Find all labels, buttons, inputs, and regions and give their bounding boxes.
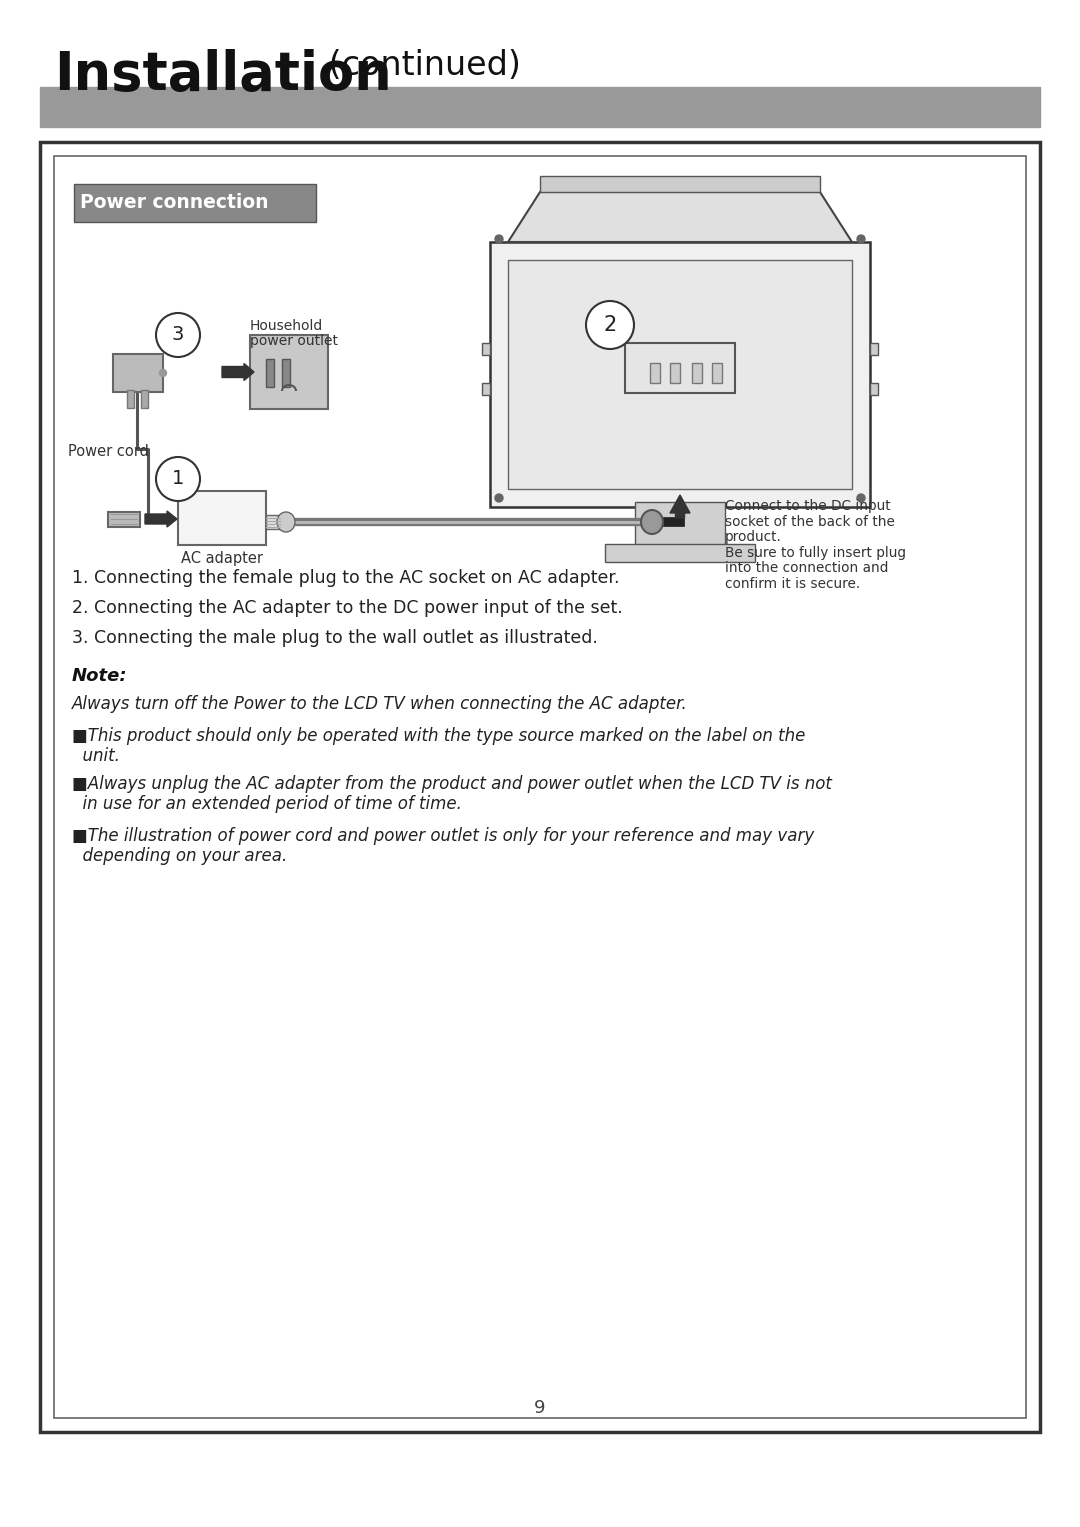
Text: Be sure to fully insert plug: Be sure to fully insert plug: [725, 545, 906, 559]
Bar: [249, 334, 328, 409]
Bar: [40, 142, 1040, 1432]
Bar: [282, 359, 291, 386]
Text: ■This product should only be operated with the type source marked on the label o: ■This product should only be operated wi…: [72, 727, 806, 745]
Text: 1. Connecting the female plug to the AC socket on AC adapter.: 1. Connecting the female plug to the AC …: [72, 570, 620, 586]
Bar: [113, 354, 163, 392]
Bar: [692, 363, 702, 383]
Bar: [266, 515, 280, 528]
Ellipse shape: [642, 510, 663, 534]
Circle shape: [156, 313, 200, 357]
FancyArrow shape: [670, 495, 690, 518]
Text: Note:: Note:: [72, 667, 127, 686]
Bar: [54, 156, 1026, 1419]
Text: power outlet: power outlet: [249, 334, 338, 348]
Bar: [482, 383, 490, 395]
Bar: [870, 344, 878, 354]
Circle shape: [495, 495, 503, 502]
Text: in use for an extended period of time of time.: in use for an extended period of time of…: [72, 796, 462, 812]
Bar: [482, 344, 490, 354]
Bar: [266, 359, 274, 386]
Circle shape: [495, 235, 503, 243]
Text: ■Always unplug the AC adapter from the product and power outlet when the LCD TV : ■Always unplug the AC adapter from the p…: [72, 776, 832, 793]
Bar: [540, 176, 820, 192]
Bar: [141, 389, 148, 408]
Text: Household: Household: [249, 319, 323, 333]
Polygon shape: [508, 192, 852, 241]
Text: unit.: unit.: [72, 747, 120, 765]
Circle shape: [586, 301, 634, 350]
Text: Power connection: Power connection: [80, 194, 269, 212]
Bar: [670, 363, 680, 383]
Text: 2: 2: [604, 315, 617, 334]
FancyArrow shape: [145, 512, 177, 527]
Text: Installation: Installation: [54, 49, 392, 101]
Text: Connect to the DC input: Connect to the DC input: [725, 499, 891, 513]
Circle shape: [858, 495, 865, 502]
Text: 3: 3: [172, 325, 185, 345]
Text: Always turn off the Power to the LCD TV when connecting the AC adapter.: Always turn off the Power to the LCD TV …: [72, 695, 688, 713]
Circle shape: [160, 370, 166, 377]
Bar: [650, 363, 660, 383]
Text: product.: product.: [725, 530, 782, 544]
Circle shape: [858, 235, 865, 243]
Bar: [635, 502, 725, 547]
Bar: [870, 383, 878, 395]
Bar: [108, 512, 140, 527]
Text: 9: 9: [535, 1399, 545, 1417]
Text: (continued): (continued): [318, 49, 521, 82]
Text: ■The illustration of power cord and power outlet is only for your reference and : ■The illustration of power cord and powe…: [72, 828, 814, 844]
Bar: [605, 544, 755, 562]
Text: Power cord: Power cord: [68, 444, 149, 460]
Bar: [490, 241, 870, 507]
Text: 2. Connecting the AC adapter to the DC power input of the set.: 2. Connecting the AC adapter to the DC p…: [72, 599, 623, 617]
Text: 3. Connecting the male plug to the wall outlet as illustrated.: 3. Connecting the male plug to the wall …: [72, 629, 598, 647]
Circle shape: [156, 457, 200, 501]
Text: 1: 1: [172, 469, 185, 489]
Text: depending on your area.: depending on your area.: [72, 847, 287, 864]
Bar: [712, 363, 723, 383]
Bar: [625, 344, 735, 392]
Bar: [508, 260, 852, 489]
Text: into the connection and: into the connection and: [725, 560, 889, 576]
Text: confirm it is secure.: confirm it is secure.: [725, 577, 861, 591]
FancyArrow shape: [222, 363, 254, 380]
Bar: [75, 183, 316, 221]
Ellipse shape: [276, 512, 295, 531]
Bar: [178, 492, 266, 545]
Bar: [40, 87, 1040, 127]
Text: AC adapter: AC adapter: [181, 551, 264, 567]
Bar: [127, 389, 134, 408]
Text: socket of the back of the: socket of the back of the: [725, 515, 895, 528]
